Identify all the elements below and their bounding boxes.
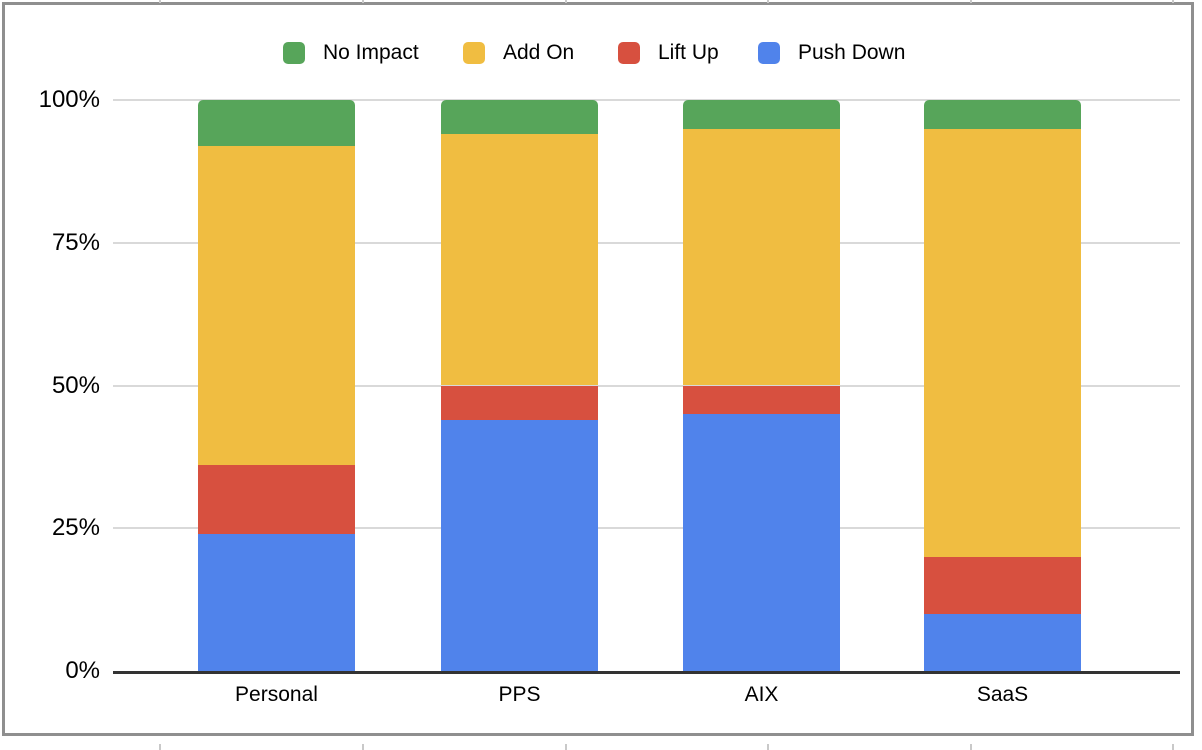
chart-legend: No Impact Add On Lift Up Push Down — [0, 0, 1202, 80]
spreadsheet-gridline-tick — [362, 0, 364, 3]
bar-segment-aix-no-impact[interactable] — [683, 100, 840, 129]
bar-segment-personal-lift-up[interactable] — [198, 465, 355, 534]
x-axis-category-label: PPS — [498, 683, 541, 706]
bar-segment-aix-add-on[interactable] — [683, 128, 840, 386]
bar-segment-saas-no-impact[interactable] — [924, 100, 1081, 129]
spreadsheet-gridline-tick — [1172, 0, 1174, 3]
bar-segment-pps-lift-up[interactable] — [441, 385, 598, 420]
bar-segment-pps-add-on[interactable] — [441, 134, 598, 386]
spreadsheet-gridline-tick — [362, 744, 364, 750]
x-axis-category-label: AIX — [744, 683, 779, 706]
bar-segment-pps-push-down[interactable] — [441, 419, 598, 671]
legend-label: No Impact — [323, 41, 419, 64]
spreadsheet-gridline-tick — [159, 0, 161, 3]
y-gridline — [113, 384, 1180, 387]
spreadsheet-gridline-tick — [767, 0, 769, 3]
y-axis-tick-label: 0% — [65, 657, 100, 684]
bar-segment-aix-lift-up[interactable] — [683, 385, 840, 415]
bar-segment-saas-push-down[interactable] — [924, 613, 1081, 671]
bar-segment-aix-push-down[interactable] — [683, 414, 840, 671]
legend-swatch-add-on-icon — [463, 42, 485, 64]
y-axis-tick-label: 50% — [51, 371, 100, 399]
y-axis-tick-label: 100% — [38, 86, 100, 113]
spreadsheet-gridline-tick — [970, 0, 972, 3]
y-axis-tick-label: 75% — [51, 228, 100, 256]
legend-label: Push Down — [798, 41, 906, 64]
legend-label: Add On — [503, 41, 575, 64]
legend-swatch-no-impact-icon — [283, 42, 305, 64]
bar-segment-pps-no-impact[interactable] — [441, 100, 598, 135]
bar-segment-personal-add-on[interactable] — [198, 145, 355, 466]
legend-swatch-lift-up-icon — [618, 42, 640, 64]
y-gridline — [113, 241, 1180, 244]
spreadsheet-gridline-tick — [1172, 744, 1174, 750]
bar-segment-saas-lift-up[interactable] — [924, 556, 1081, 614]
bar-segment-saas-add-on[interactable] — [924, 128, 1081, 557]
x-axis-category-label: SaaS — [976, 683, 1029, 706]
bar-segment-personal-push-down[interactable] — [198, 533, 355, 671]
y-axis-tick-label: 25% — [51, 514, 100, 542]
x-axis-line — [113, 671, 1180, 674]
y-gridline — [113, 527, 1180, 530]
spreadsheet-gridline-tick — [565, 744, 567, 750]
legend-swatch-push-down-icon — [758, 42, 780, 64]
spreadsheet-gridline-tick — [159, 744, 161, 750]
spreadsheet-gridline-tick — [970, 744, 972, 750]
spreadsheet-gridline-tick — [767, 744, 769, 750]
y-gridline — [113, 99, 1180, 101]
bar-segment-personal-no-impact[interactable] — [198, 100, 355, 146]
legend-label: Lift Up — [658, 41, 719, 64]
spreadsheet-gridline-tick — [565, 0, 567, 3]
x-axis-category-label: Personal — [235, 683, 318, 706]
